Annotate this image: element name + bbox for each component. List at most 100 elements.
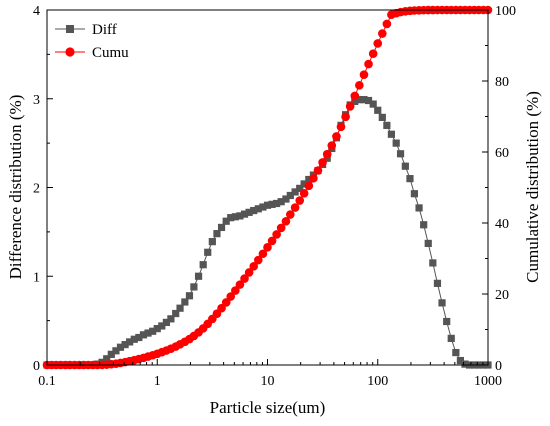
data-point-diff — [181, 298, 189, 306]
data-point-diff — [208, 238, 216, 246]
data-point-diff — [144, 329, 152, 337]
data-point-cumu — [286, 210, 295, 219]
data-point-diff — [227, 214, 235, 222]
data-point-diff — [374, 106, 382, 114]
y-left-tick-label: 0 — [33, 359, 40, 374]
data-point-diff — [112, 347, 120, 355]
data-point-diff — [254, 205, 262, 213]
data-point-cumu — [364, 59, 373, 69]
data-point-cumu — [240, 274, 249, 283]
data-point-cumu — [359, 70, 369, 79]
data-point-diff — [194, 272, 203, 280]
data-point-diff — [364, 96, 373, 105]
data-point-diff — [305, 175, 313, 184]
data-point-cumu — [313, 166, 323, 175]
data-point-diff — [172, 309, 180, 318]
y-right-tick-label: 20 — [495, 288, 509, 303]
y-left-tick-label: 2 — [33, 182, 40, 197]
data-point-diff — [245, 208, 253, 216]
data-point-diff — [286, 191, 294, 200]
series-line-diff — [47, 99, 488, 366]
data-point-cumu — [327, 141, 337, 150]
data-point-diff — [424, 239, 432, 248]
data-point-cumu — [299, 188, 309, 198]
data-point-diff — [199, 261, 207, 269]
data-point-cumu — [221, 298, 231, 307]
data-point-diff — [222, 217, 230, 225]
data-point-cumu — [281, 216, 291, 226]
data-point-diff — [231, 213, 239, 221]
data-point-cumu — [332, 132, 341, 141]
data-point-diff — [406, 175, 414, 183]
data-point-diff — [378, 113, 386, 121]
data-point-diff — [291, 188, 299, 196]
data-point-diff — [369, 100, 377, 108]
data-point-cumu — [345, 102, 355, 111]
data-point-diff — [139, 331, 148, 339]
data-point-diff — [282, 195, 290, 203]
data-point-diff — [351, 97, 359, 106]
data-point-diff — [149, 327, 157, 335]
x-axis-label: Particle size(um) — [210, 398, 326, 417]
data-point-cumu — [382, 19, 392, 29]
data-point-diff — [116, 343, 125, 351]
y-right-tick-label: 100 — [495, 4, 516, 19]
y-right-tick-label: 80 — [495, 75, 509, 90]
x-tick-label: 100 — [367, 374, 388, 389]
data-point-diff — [273, 199, 281, 208]
data-point-diff — [107, 350, 115, 358]
x-tick-label: 1 — [154, 374, 161, 389]
data-point-diff — [130, 335, 138, 343]
y-right-tick-label: 60 — [495, 146, 509, 161]
data-point-diff — [415, 204, 423, 212]
data-point-diff — [135, 333, 143, 342]
data-point-diff — [383, 121, 391, 129]
legend-diff-label: Diff — [92, 22, 117, 38]
data-point-diff — [392, 139, 400, 147]
data-point-diff — [250, 206, 258, 215]
data-point-diff — [240, 210, 249, 218]
data-point-diff — [126, 338, 134, 346]
y-left-tick-label: 4 — [33, 4, 40, 19]
data-point-cumu — [290, 203, 300, 212]
data-point-diff — [176, 304, 184, 312]
data-point-diff — [263, 201, 272, 209]
data-point-cumu — [318, 158, 327, 167]
data-point-cumu — [249, 262, 259, 271]
data-point-diff — [217, 223, 226, 232]
data-point-cumu — [309, 173, 318, 183]
data-point-diff — [167, 315, 175, 323]
data-point-diff — [259, 203, 267, 211]
y-axis-left-label: Difference distribution (%) — [6, 95, 25, 280]
legend-cumu-label: Cumu — [92, 45, 129, 61]
data-point-cumu — [263, 243, 272, 252]
data-point-cumu — [341, 112, 350, 122]
y-left-tick-label: 3 — [33, 93, 40, 108]
data-point-cumu — [244, 268, 254, 277]
data-point-cumu — [355, 80, 364, 90]
data-point-cumu — [267, 236, 277, 246]
data-point-diff — [190, 283, 198, 291]
data-point-diff — [300, 180, 308, 188]
data-point-diff — [103, 355, 111, 363]
y-right-tick-label: 40 — [495, 217, 509, 232]
series-diff — [43, 96, 492, 369]
data-point-diff — [429, 259, 437, 267]
data-point-diff — [296, 184, 304, 192]
x-tick-label: 1000 — [474, 374, 502, 389]
data-point-cumu — [217, 303, 226, 313]
data-point-cumu — [258, 249, 268, 259]
data-point-cumu — [226, 292, 236, 301]
data-point-cumu — [295, 196, 305, 205]
data-point-diff — [360, 96, 368, 104]
data-point-diff — [213, 230, 221, 238]
data-point-diff — [153, 325, 161, 333]
y-axis-right-label: Cumulative distribution (%) — [523, 91, 542, 283]
data-point-cumu — [304, 181, 314, 191]
data-point-diff — [438, 299, 446, 307]
legend-diff-marker — [66, 25, 74, 33]
data-point-diff — [268, 200, 276, 208]
legend: Diff Cumu — [55, 22, 129, 61]
